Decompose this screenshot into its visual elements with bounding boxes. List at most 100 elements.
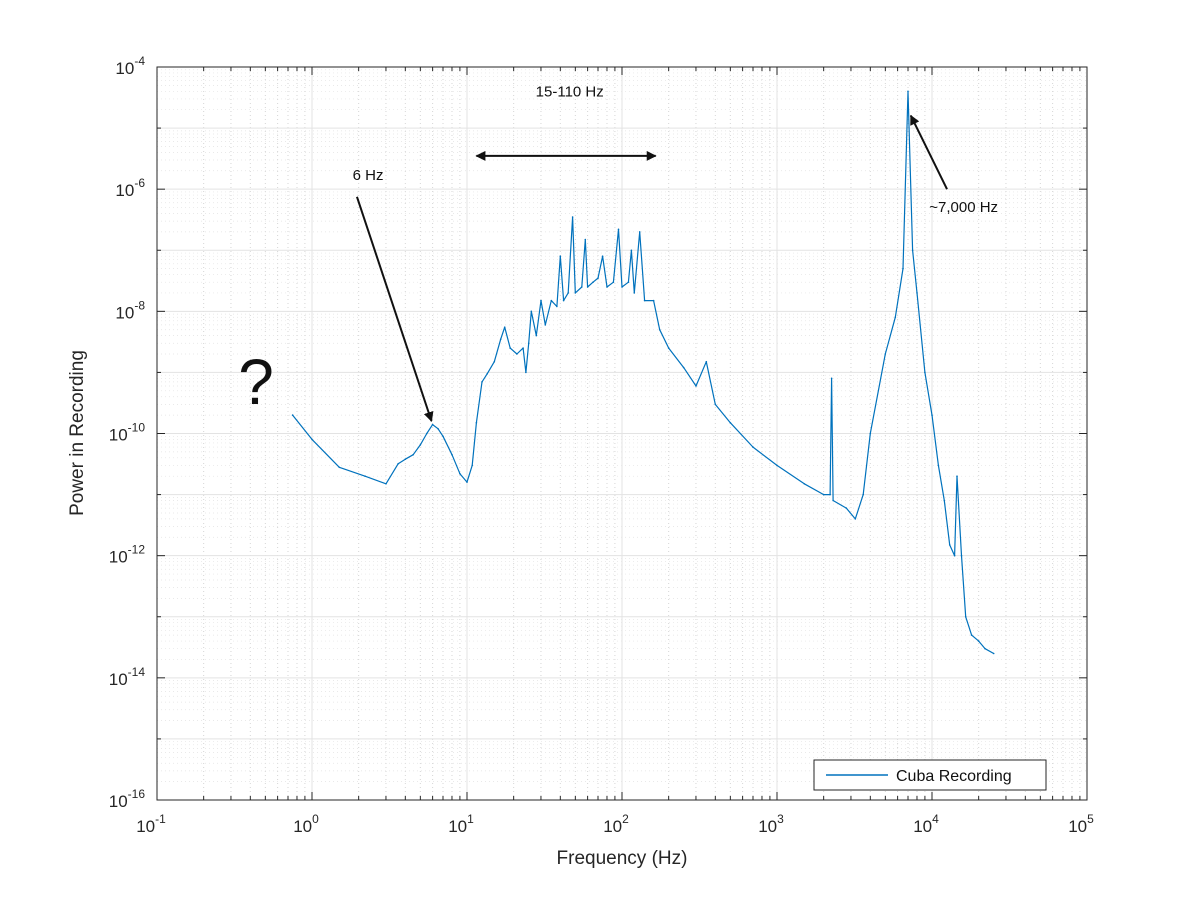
data-point [612,281,615,284]
data-point [924,371,926,374]
data-point [592,281,594,284]
data-point [752,446,754,448]
data-point [426,432,428,435]
data-point [556,305,558,308]
data-point [658,328,661,331]
data-point [953,554,956,557]
annotation-label: 15-110 Hz [536,83,604,100]
data-point [902,267,904,270]
data-point [571,216,574,218]
x-tick-label: 103 [758,812,784,836]
data-point [621,286,623,288]
data-point [829,493,831,496]
legend-label: Cuba Recording [896,768,1012,785]
data-point [535,334,538,337]
data-point [451,453,453,456]
data-point [652,299,655,302]
data-point [486,373,489,375]
data-point [574,292,577,294]
data-point [943,499,946,502]
data-point [638,231,641,233]
data-point [964,616,967,618]
data-point [481,381,483,383]
data-point [630,249,633,252]
data-point [586,286,589,288]
data-point [525,371,527,374]
question-mark-label: ? [238,346,274,418]
data-point [960,554,963,557]
data-point [338,466,341,469]
data-point [291,414,294,416]
data-point [431,423,434,426]
y-tick-label: 10-8 [115,298,145,322]
data-point [459,472,461,475]
data-point [916,292,918,294]
x-tick-label: 10-1 [136,812,166,836]
data-point [705,360,708,363]
data-point [364,475,366,478]
series-layer [291,90,995,655]
data-point [776,464,778,467]
annotation-arrow [356,196,434,422]
data-point [516,353,518,355]
x-tick-labels: 10-1 100 101 102 103 104 105 [136,812,1094,836]
y-tick-label: 10-4 [115,54,145,78]
data-point [419,444,422,446]
data-point [412,453,415,456]
data-point [911,249,914,252]
data-point [559,255,562,257]
data-point [862,493,864,496]
data-point [830,377,833,380]
data-point [617,228,620,231]
data-point [667,347,670,349]
data-point [522,347,524,349]
data-point [931,414,933,416]
data-point [581,286,583,288]
y-tick-labels: 10-4 10-6 10-8 10-10 10-12 10-14 10-16 [109,54,146,811]
data-point [627,281,630,284]
data-point [992,652,995,655]
data-point [977,640,980,642]
data-point [584,238,587,241]
data-point [894,316,897,319]
annotations: 6 Hz 15-110 Hz ~7,000 Hz [353,83,998,422]
data-point [854,518,857,520]
data-point [550,299,553,302]
data-point [682,366,685,369]
data-point [601,255,604,257]
data-point [884,353,887,355]
y-tick-label: 10-6 [115,176,145,200]
data-point [845,507,848,509]
annotation-label: 6 Hz [353,167,384,184]
data-point [869,432,872,435]
x-tick-label: 100 [293,812,319,836]
data-point [540,299,542,302]
x-tick-label: 105 [1068,812,1094,836]
data-point [471,464,474,467]
data-point [527,342,530,345]
data-point [475,421,478,424]
data-point [437,427,439,430]
data-point [970,634,973,636]
data-point [499,338,502,341]
data-point [503,326,506,329]
data-point [397,462,400,465]
data-point [643,299,646,302]
annotation-label: ~7,000 Hz [929,199,998,216]
data-point [509,347,512,349]
data-point [956,475,958,478]
data-point [544,324,547,326]
annotation-arrow [909,114,948,190]
data-point [530,310,533,313]
x-axis-label: Frequency (Hz) [557,848,688,869]
data-point [948,544,951,546]
data-point [633,292,636,294]
data-point [493,360,496,363]
data-point [597,277,599,279]
data-point [832,499,834,502]
y-tick-label: 10-12 [109,543,146,567]
data-point [562,299,565,302]
data-point [907,90,909,93]
y-tick-label: 10-16 [109,787,146,811]
